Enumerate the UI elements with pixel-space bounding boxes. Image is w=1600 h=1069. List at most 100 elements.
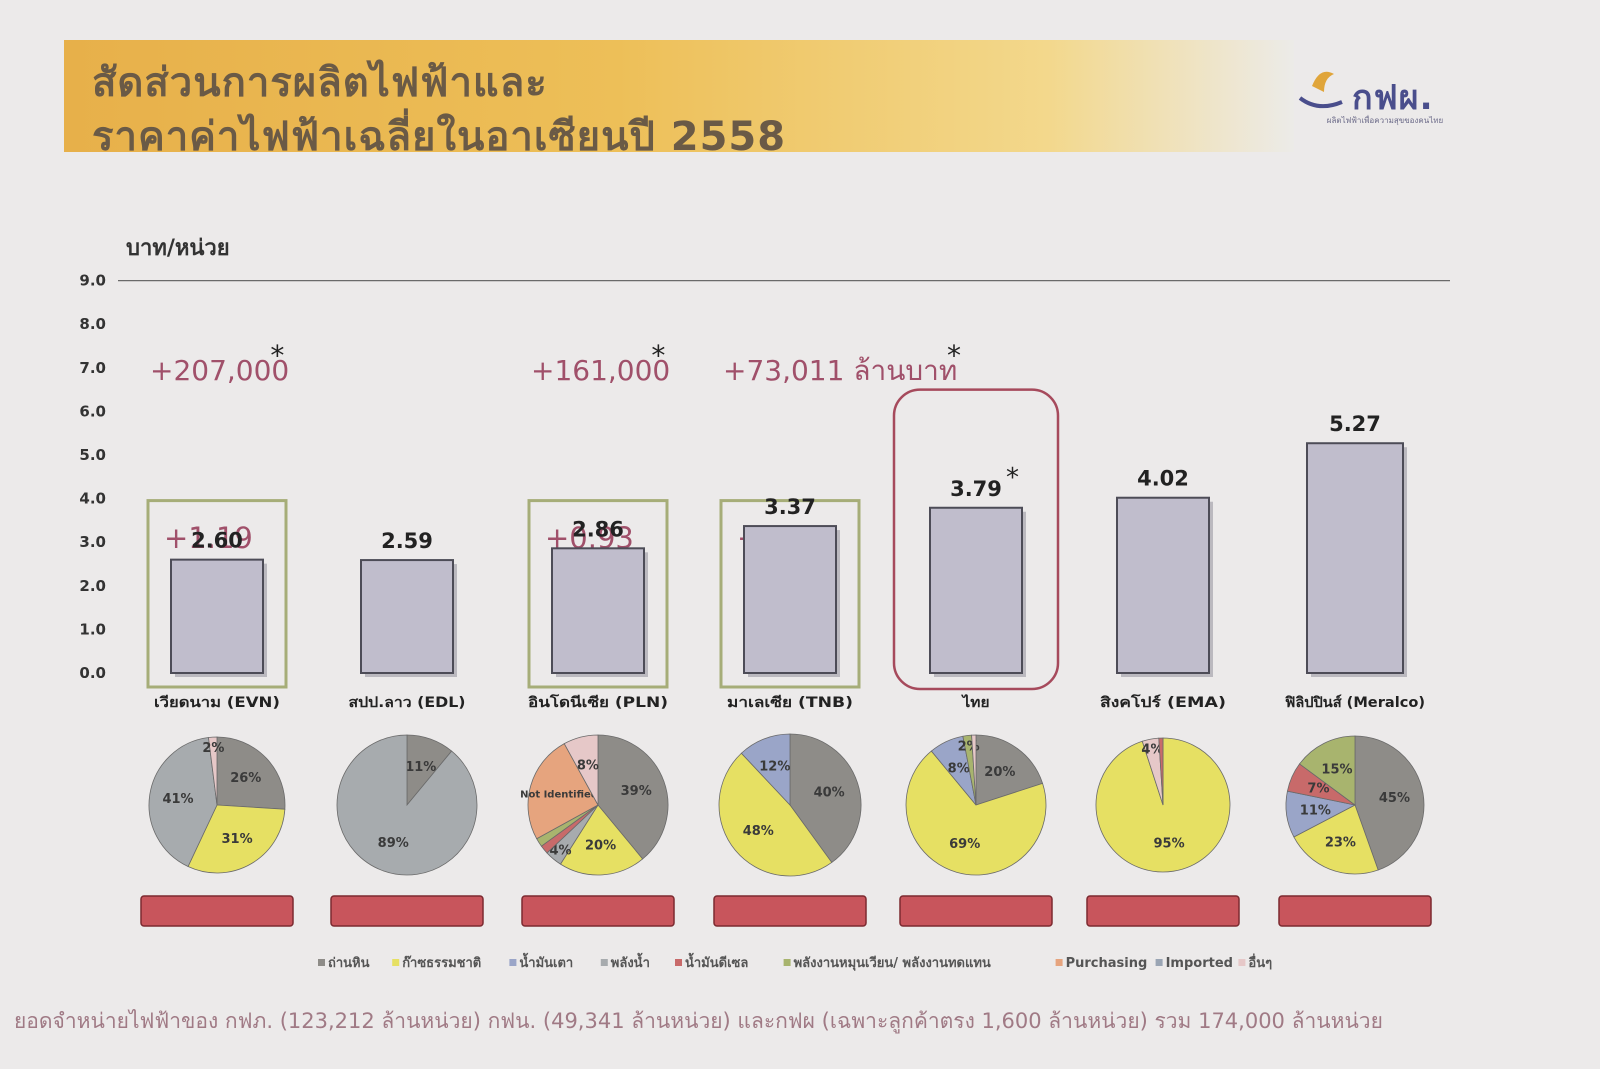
pie-slice-label: 40% bbox=[814, 785, 845, 800]
legend-entry: ก๊าซธรรมชาติ bbox=[402, 956, 481, 971]
pie-slice bbox=[789, 733, 862, 863]
source-tag bbox=[899, 895, 1053, 927]
y-tick-label: 3.0 bbox=[79, 533, 106, 551]
pie-slice bbox=[971, 734, 977, 806]
pie-slice bbox=[336, 734, 478, 876]
pie-slice-label: 48% bbox=[743, 824, 774, 839]
pie-slice-label: 4% bbox=[1141, 743, 1163, 758]
bar-value-label: 2.60 bbox=[191, 529, 243, 553]
bar bbox=[1306, 442, 1404, 674]
pie-slice-label: 26% bbox=[230, 771, 261, 786]
logo-tagline: ผลิตไฟฟ้าเพื่อความสุขของคนไทย bbox=[1326, 116, 1444, 125]
pie-slice bbox=[740, 733, 791, 807]
pie-slice-label: 39% bbox=[621, 784, 652, 799]
legend-entry: พลังน้ำ bbox=[611, 952, 650, 971]
legend-swatch bbox=[600, 959, 608, 966]
y-tick-label: 4.0 bbox=[79, 490, 106, 508]
bar bbox=[929, 506, 1023, 675]
category-label: ฟิลิปปินส์ (Meralco) bbox=[1284, 694, 1425, 711]
pie-slice bbox=[597, 734, 669, 860]
pie-slice bbox=[527, 743, 599, 840]
category-label: มาเลเซีย (TNB) bbox=[727, 695, 853, 711]
legend-swatch bbox=[1238, 959, 1246, 966]
source-tag bbox=[140, 895, 294, 927]
pie-slice bbox=[148, 737, 218, 868]
page-title-line-1: สัดส่วนการผลิตไฟฟ้าและ bbox=[92, 60, 548, 106]
subsidy-asterisk: * bbox=[651, 339, 665, 372]
pie-slice bbox=[563, 734, 599, 806]
pie-slice-label: Not Identified bbox=[520, 790, 598, 801]
pie-slice bbox=[187, 804, 286, 874]
pie-slice bbox=[905, 750, 1047, 876]
pie-slice-label: 12% bbox=[759, 760, 790, 775]
source-tag bbox=[713, 895, 867, 927]
source-tag bbox=[1278, 895, 1432, 927]
bar-value-label: 2.86 bbox=[572, 517, 624, 541]
price-chart: บาท/หน่วย 0.0 1.0 2.0 3.0 4.0 5.0 6.0 7.0 8.0 9.0 +… bbox=[79, 236, 1450, 971]
y-tick-label: 6.0 bbox=[79, 402, 106, 420]
egat-logo-icon bbox=[1298, 71, 1343, 109]
page-title-line-2: ราคาค่าไฟฟ้าเฉลี่ยในอาเซียนปี 2558 bbox=[92, 114, 787, 160]
pie-slice-label: 8% bbox=[948, 761, 970, 776]
pie-slice-label: 7% bbox=[1307, 782, 1329, 797]
bar-value-label: 5.27 bbox=[1329, 412, 1381, 436]
bar bbox=[743, 525, 837, 674]
legend-swatch bbox=[1055, 959, 1063, 966]
bar bbox=[360, 559, 454, 674]
legend-entry: น้ำมันดีเซล bbox=[685, 952, 748, 971]
bar-value-label: 3.79 bbox=[950, 477, 1002, 501]
bar bbox=[1116, 496, 1210, 674]
subsidy-total-label: +207,000 bbox=[150, 354, 289, 387]
pie-slice-label: 41% bbox=[162, 792, 193, 807]
y-tick-label: 5.0 bbox=[79, 446, 106, 464]
category-label: ไทย bbox=[960, 693, 989, 711]
category-label: อินโดนีเซีย (PLN) bbox=[527, 693, 668, 711]
y-axis-label: บาท/หน่วย bbox=[126, 236, 230, 261]
category-label: เวียดนาม (EVN) bbox=[154, 695, 280, 711]
pie-slice bbox=[1354, 735, 1425, 871]
source-tag bbox=[521, 895, 675, 927]
title-band bbox=[64, 40, 1294, 152]
bar bbox=[551, 547, 645, 675]
pie-slice-label: 20% bbox=[585, 839, 616, 854]
legend-swatch bbox=[392, 959, 400, 966]
subsidy-asterisk: * bbox=[270, 339, 284, 372]
pie-slice bbox=[1293, 804, 1379, 875]
highlight-frame bbox=[892, 388, 1060, 691]
pie-slice bbox=[1158, 737, 1164, 806]
subsidy-total-label: +161,000 bbox=[531, 354, 670, 387]
pie-slice-label: 89% bbox=[378, 836, 409, 851]
y-tick-label: 7.0 bbox=[79, 359, 106, 377]
pie-slice-label: 11% bbox=[1300, 804, 1331, 819]
pie-slice-label: 23% bbox=[1325, 835, 1356, 850]
pie-slice-label: 95% bbox=[1154, 836, 1185, 851]
legend-swatch bbox=[1155, 959, 1163, 966]
y-tick-label: 2.0 bbox=[79, 577, 106, 595]
subsidy-total-label: +73,011 ล้านบาท bbox=[723, 354, 957, 387]
legend-entry: ถ่านหิน bbox=[328, 956, 370, 971]
legend-entry: อื่นๆ bbox=[1248, 953, 1272, 971]
legend-entry: น้ำมันเตา bbox=[519, 952, 573, 971]
price-frame bbox=[719, 499, 861, 689]
y-tick-label: 8.0 bbox=[79, 315, 106, 333]
pie-slice bbox=[208, 736, 218, 806]
subsidy-asterisk: * bbox=[947, 339, 961, 372]
legend-entry: Purchasing bbox=[1066, 956, 1148, 971]
category-label: สปป.ลาว (EDL) bbox=[349, 695, 466, 711]
pie-slice bbox=[718, 752, 833, 877]
pie-slice-label: 15% bbox=[1321, 762, 1352, 777]
pie-slice-label: 4% bbox=[549, 843, 571, 858]
pie-slice-label: 8% bbox=[577, 759, 599, 774]
pie-slice bbox=[1299, 735, 1356, 806]
pie-slice bbox=[975, 734, 1044, 806]
category-label: สิงคโปร์ (EMA) bbox=[1099, 693, 1226, 711]
pie-slice-label: 11% bbox=[405, 760, 436, 775]
y-tick-label: 9.0 bbox=[79, 272, 106, 290]
legend-entry: พลังงานหมุนเวียน/ พลังงานทดแทน bbox=[794, 955, 991, 971]
legend-swatch bbox=[318, 959, 325, 966]
price-frame bbox=[527, 499, 669, 689]
subsidy-per-unit-label: +1.19 bbox=[164, 521, 253, 555]
legend-swatch bbox=[509, 959, 517, 966]
pie-slice-label: 2% bbox=[202, 741, 224, 756]
pie-slice-label: 69% bbox=[949, 837, 980, 852]
